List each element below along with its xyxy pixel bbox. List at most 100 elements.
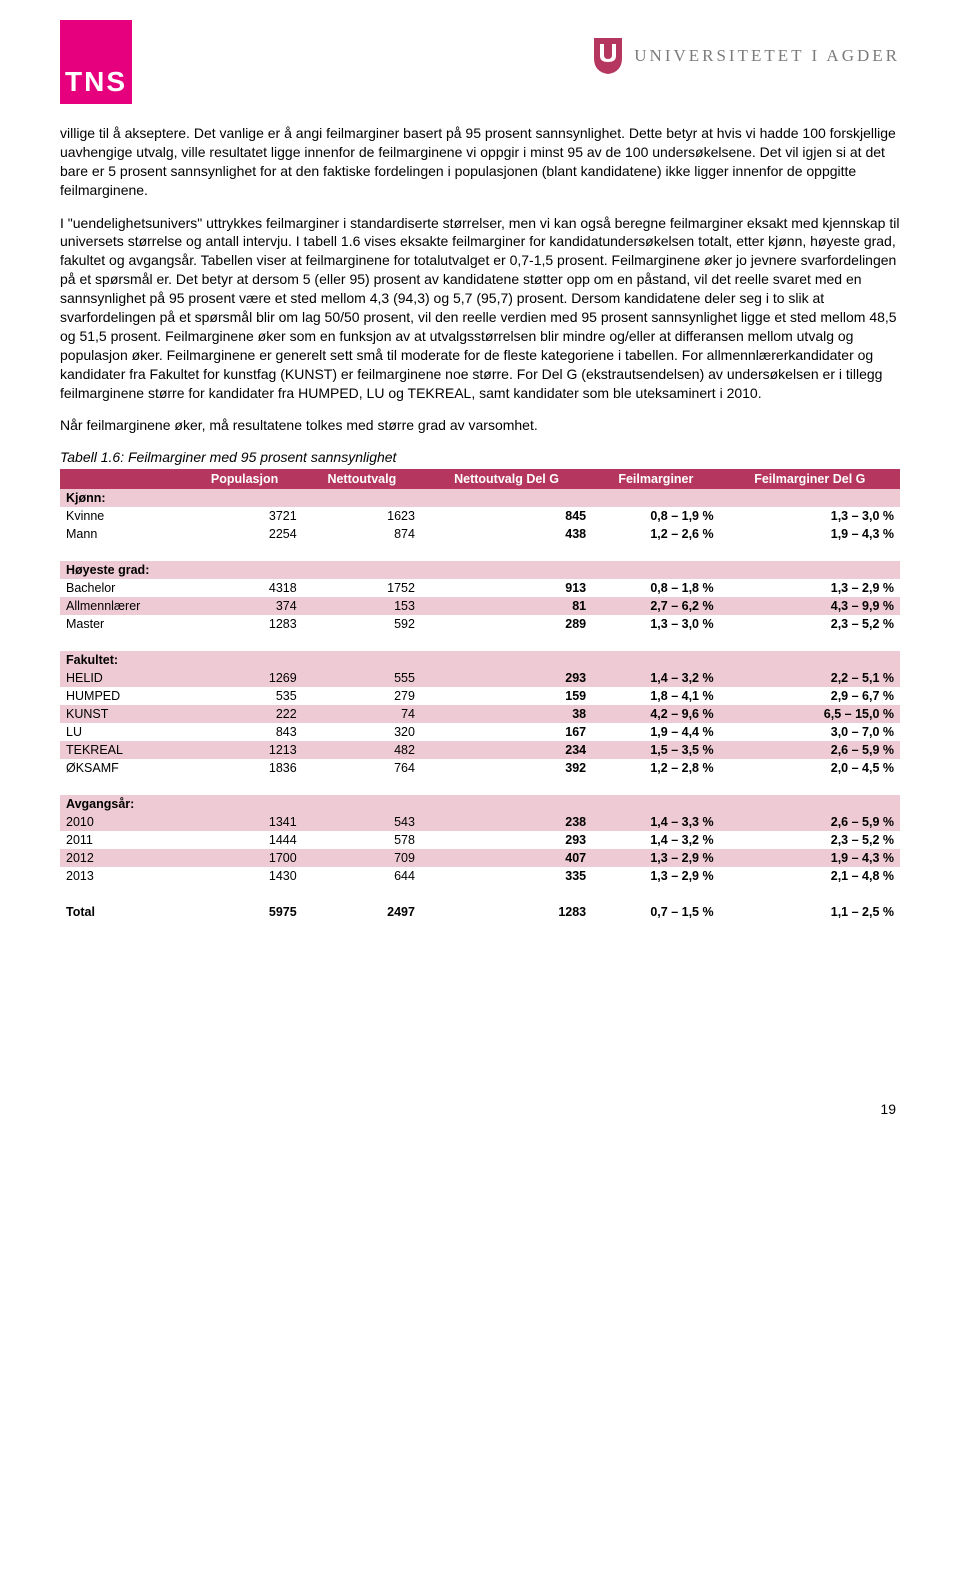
table-point: 5975 xyxy=(186,903,302,921)
document-page: TNS UNIVERSITETET I AGDER villige til å … xyxy=(0,0,960,1157)
table-point: 2254 xyxy=(186,525,302,543)
table-point: 1623 xyxy=(303,507,421,525)
table-point: 874 xyxy=(303,525,421,543)
table-point: Master xyxy=(60,615,186,633)
table-point: 1,2 – 2,6 % xyxy=(592,525,719,543)
table-point: 1,3 – 2,9 % xyxy=(592,849,719,867)
table-point: 3,0 – 7,0 % xyxy=(720,723,900,741)
column-header: Feilmarginer Del G xyxy=(720,469,900,489)
section-header-cell: Fakultet: xyxy=(60,651,900,669)
section-header-cell: Kjønn: xyxy=(60,489,900,507)
table-row: 201114445782931,4 – 3,2 %2,3 – 5,2 % xyxy=(60,831,900,849)
table-row: TEKREAL12134822341,5 – 3,5 %2,6 – 5,9 % xyxy=(60,741,900,759)
table-point: 2,6 – 5,9 % xyxy=(720,741,900,759)
uia-logo: UNIVERSITETET I AGDER xyxy=(590,36,900,76)
table-point: 1283 xyxy=(186,615,302,633)
table-point: 709 xyxy=(303,849,421,867)
table-point: 1,9 – 4,3 % xyxy=(720,525,900,543)
table-point: 555 xyxy=(303,669,421,687)
section-header-cell: Høyeste grad: xyxy=(60,561,900,579)
table-row: Kvinne372116238450,8 – 1,9 %1,3 – 3,0 % xyxy=(60,507,900,525)
table-point: 1,3 – 3,0 % xyxy=(720,507,900,525)
table-point: 74 xyxy=(303,705,421,723)
table-point: 6,5 – 15,0 % xyxy=(720,705,900,723)
table-point: 2,2 – 5,1 % xyxy=(720,669,900,687)
table-point: 1,3 – 3,0 % xyxy=(592,615,719,633)
table-row: Bachelor431817529130,8 – 1,8 %1,3 – 2,9 … xyxy=(60,579,900,597)
table-point: 0,7 – 1,5 % xyxy=(592,903,719,921)
table-point: 913 xyxy=(421,579,592,597)
table-row: 201217007094071,3 – 2,9 %1,9 – 4,3 % xyxy=(60,849,900,867)
column-header: Populasjon xyxy=(186,469,302,489)
section-header-cell: Avgangsår: xyxy=(60,795,900,813)
table-point: 1,9 – 4,3 % xyxy=(720,849,900,867)
table-caption: Tabell 1.6: Feilmarginer med 95 prosent … xyxy=(60,449,900,465)
table-point: 592 xyxy=(303,615,421,633)
table-point: 2,7 – 6,2 % xyxy=(592,597,719,615)
table-point: 2,0 – 4,5 % xyxy=(720,759,900,777)
table-point: 159 xyxy=(421,687,592,705)
table-point: 289 xyxy=(421,615,592,633)
section-header-row: Avgangsår: xyxy=(60,795,900,813)
paragraph-3: Når feilmarginene øker, må resultatene t… xyxy=(60,416,900,435)
table-point: 543 xyxy=(303,813,421,831)
table-point: 2,3 – 5,2 % xyxy=(720,831,900,849)
feilmarginer-table: PopulasjonNettoutvalgNettoutvalg Del GFe… xyxy=(60,469,900,921)
column-header: Nettoutvalg xyxy=(303,469,421,489)
section-header-row: Kjønn: xyxy=(60,489,900,507)
table-point: 644 xyxy=(303,867,421,885)
table-point: 1,4 – 3,3 % xyxy=(592,813,719,831)
table-row: Allmennlærer374153812,7 – 6,2 %4,3 – 9,9… xyxy=(60,597,900,615)
table-point: 320 xyxy=(303,723,421,741)
table-point: 2,1 – 4,8 % xyxy=(720,867,900,885)
table-point: 535 xyxy=(186,687,302,705)
spacer-row xyxy=(60,777,900,795)
spacer-row xyxy=(60,633,900,651)
page-header: TNS UNIVERSITETET I AGDER xyxy=(60,20,900,104)
table-point: Allmennlærer xyxy=(60,597,186,615)
body-text: villige til å akseptere. Det vanlige er … xyxy=(60,124,900,435)
table-row: HUMPED5352791591,8 – 4,1 %2,9 – 6,7 % xyxy=(60,687,900,705)
table-row: ØKSAMF18367643921,2 – 2,8 %2,0 – 4,5 % xyxy=(60,759,900,777)
spacer-row xyxy=(60,543,900,561)
table-point: 1430 xyxy=(186,867,302,885)
tns-logo: TNS xyxy=(60,20,132,104)
table-row: LU8433201671,9 – 4,4 %3,0 – 7,0 % xyxy=(60,723,900,741)
table-row: Total5975249712830,7 – 1,5 %1,1 – 2,5 % xyxy=(60,903,900,921)
uia-logo-text: UNIVERSITETET I AGDER xyxy=(634,46,900,66)
table-point: 1,5 – 3,5 % xyxy=(592,741,719,759)
table-point: 407 xyxy=(421,849,592,867)
table-point: 2011 xyxy=(60,831,186,849)
table-point: 1,8 – 4,1 % xyxy=(592,687,719,705)
table-point: 1,2 – 2,8 % xyxy=(592,759,719,777)
table-point: 1,3 – 2,9 % xyxy=(720,579,900,597)
table-row: KUNST22274384,2 – 9,6 %6,5 – 15,0 % xyxy=(60,705,900,723)
table-point: 293 xyxy=(421,669,592,687)
table-point: 4318 xyxy=(186,579,302,597)
table-point: 167 xyxy=(421,723,592,741)
table-point: 293 xyxy=(421,831,592,849)
column-header xyxy=(60,469,186,489)
page-number: 19 xyxy=(60,1101,900,1117)
table-point: 0,8 – 1,8 % xyxy=(592,579,719,597)
table-point: 764 xyxy=(303,759,421,777)
table-point: 578 xyxy=(303,831,421,849)
table-point: 222 xyxy=(186,705,302,723)
column-header: Feilmarginer xyxy=(592,469,719,489)
table-point: 2,9 – 6,7 % xyxy=(720,687,900,705)
section-header-row: Fakultet: xyxy=(60,651,900,669)
table-point: 1269 xyxy=(186,669,302,687)
table-point: KUNST xyxy=(60,705,186,723)
paragraph-2: I "uendelighetsunivers" uttrykkes feilma… xyxy=(60,214,900,403)
table-point: 4,2 – 9,6 % xyxy=(592,705,719,723)
table-point: HELID xyxy=(60,669,186,687)
table-point: 2,6 – 5,9 % xyxy=(720,813,900,831)
uia-shield-icon xyxy=(590,36,626,76)
table-point: 4,3 – 9,9 % xyxy=(720,597,900,615)
table-point: 238 xyxy=(421,813,592,831)
table-point: 1752 xyxy=(303,579,421,597)
table-point: HUMPED xyxy=(60,687,186,705)
table-point: 1444 xyxy=(186,831,302,849)
table-body: Kjønn:Kvinne372116238450,8 – 1,9 %1,3 – … xyxy=(60,489,900,921)
table-row: 201013415432381,4 – 3,3 %2,6 – 5,9 % xyxy=(60,813,900,831)
